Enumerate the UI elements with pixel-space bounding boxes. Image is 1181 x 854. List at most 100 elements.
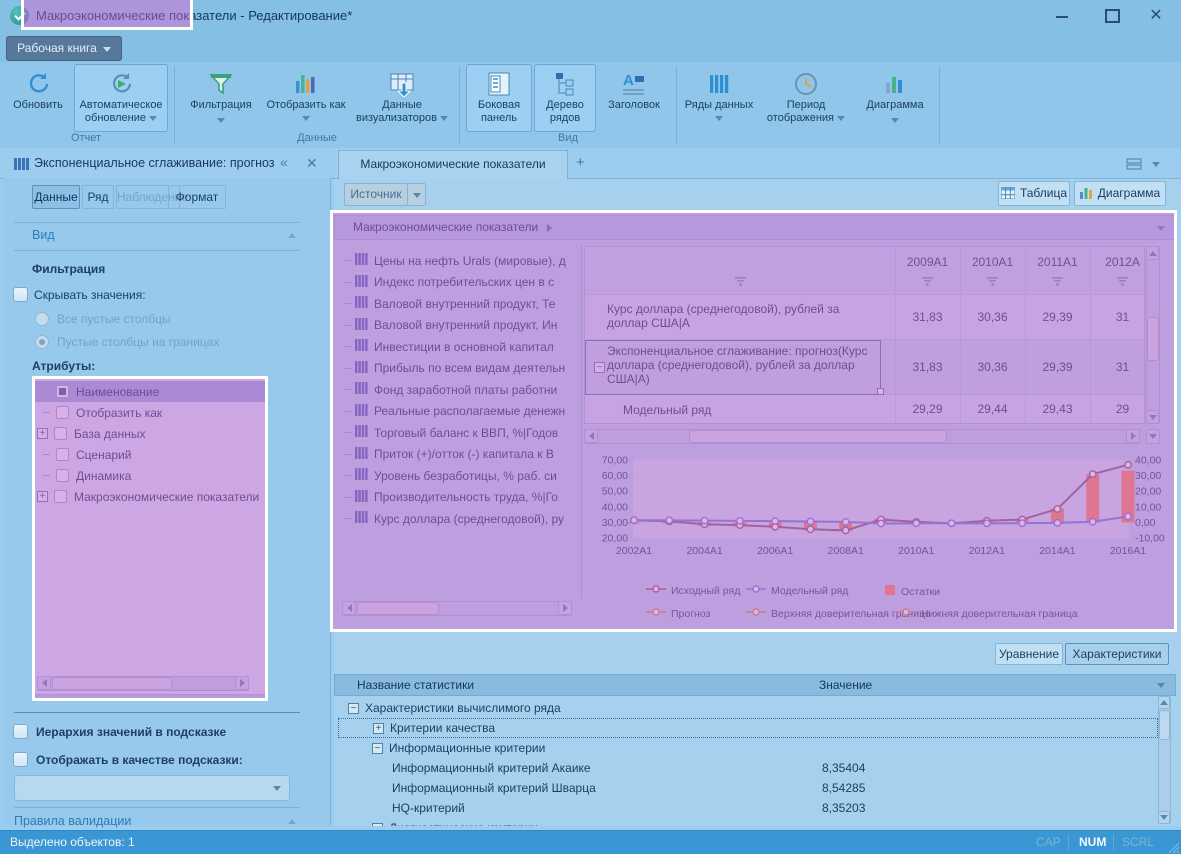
collapse-panel-icon[interactable]: «: [280, 154, 288, 170]
filter-icon[interactable]: [1052, 275, 1063, 289]
series-hscrollbar[interactable]: [342, 601, 572, 616]
ribbon-data-series-button[interactable]: Ряды данных: [683, 64, 755, 132]
stats-row-2[interactable]: − Информационные критерии: [338, 738, 1158, 758]
ribbon-auto-refresh-button[interactable]: Автоматическое обновление: [74, 64, 168, 132]
equation-button[interactable]: Уравнение: [995, 643, 1063, 665]
ribbon-chart-button[interactable]: Диаграмма: [857, 64, 933, 132]
ribbon-display-as-button[interactable]: Отобразить как: [263, 64, 349, 132]
legend-item-1[interactable]: Модельный ряд: [746, 584, 848, 597]
layout-icon[interactable]: [1126, 158, 1142, 171]
stats-row-3[interactable]: Информационный критерий Акаике 8,35404: [338, 758, 1158, 778]
ribbon-filter-button[interactable]: Фильтрация: [181, 64, 261, 132]
stats-row-1[interactable]: + Критерии качества: [338, 718, 1158, 738]
legend-item-2[interactable]: Остатки: [884, 584, 940, 599]
show-as-tooltip-checkbox[interactable]: [13, 752, 28, 767]
series-item-9[interactable]: Приток (+)/отток (-) капитала к В: [336, 444, 580, 465]
series-item-2[interactable]: Валовой внутренний продукт, Те: [336, 293, 580, 314]
series-item-0[interactable]: Цены на нефть Urals (мировые), д: [336, 250, 580, 271]
expand-icon[interactable]: −: [372, 742, 383, 754]
ribbon-visualizer-data-button[interactable]: Данные визуализаторов: [351, 64, 453, 132]
panel-tab-0[interactable]: Данные: [32, 185, 80, 209]
border-empty-columns-radio[interactable]: [35, 335, 49, 349]
table-row-1[interactable]: [585, 340, 1144, 395]
attributes-hscrollbar[interactable]: [37, 676, 249, 691]
hierarchy-tooltip-checkbox[interactable]: [13, 724, 28, 739]
expand-icon[interactable]: −: [372, 822, 383, 826]
stats-col-name[interactable]: Название статистики: [357, 678, 475, 692]
new-tab-button[interactable]: +: [576, 154, 585, 171]
legend-item-0[interactable]: Исходный ряд: [646, 584, 740, 597]
cell-resize-grip[interactable]: [877, 388, 884, 395]
collapse-section-icon[interactable]: [288, 233, 296, 238]
expand-icon[interactable]: +: [373, 722, 384, 734]
source-button[interactable]: Источник: [344, 183, 408, 206]
panel-tab-1[interactable]: Ряд: [82, 185, 114, 209]
ribbon-header-button[interactable]: A Заголовок: [598, 64, 670, 132]
chevron-down-icon[interactable]: [1157, 683, 1165, 688]
collapse-icon[interactable]: −: [594, 362, 605, 373]
minimize-button[interactable]: [1042, 4, 1082, 28]
stats-row-6[interactable]: − Диагностические критерии: [338, 818, 1158, 826]
characteristics-button[interactable]: Характеристики: [1065, 643, 1169, 665]
attribute-item-5[interactable]: + Макроэкономические показатели: [35, 486, 265, 507]
attribute-checkbox[interactable]: [56, 448, 69, 461]
column-header-3[interactable]: 2012A: [1105, 255, 1140, 269]
stats-col-value[interactable]: Значение: [819, 678, 873, 692]
source-dropdown-button[interactable]: [407, 183, 426, 206]
ribbon-side-panel-button[interactable]: Боковая панель: [466, 64, 532, 132]
panel-tab-3[interactable]: Формат: [168, 185, 226, 209]
series-item-5[interactable]: Прибыль по всем видам деятельн: [336, 358, 580, 379]
tooltip-attribute-select[interactable]: [14, 775, 290, 801]
attribute-checkbox[interactable]: [56, 385, 69, 398]
filter-icon[interactable]: [1117, 275, 1128, 289]
column-header-2[interactable]: 2011A1: [1037, 255, 1078, 269]
series-item-6[interactable]: Фонд заработной платы работни: [336, 379, 580, 400]
stats-vscrollbar[interactable]: [1158, 696, 1171, 824]
close-button[interactable]: ✕: [1149, 7, 1163, 24]
chart-view-button[interactable]: Диаграмма: [1074, 181, 1166, 206]
collapse-section-icon[interactable]: [288, 819, 296, 824]
all-empty-columns-radio[interactable]: [35, 312, 49, 326]
view-section-header[interactable]: Вид: [32, 228, 55, 242]
series-item-11[interactable]: Производительность труда, %|Го: [336, 487, 580, 508]
series-item-3[interactable]: Валовой внутренний продукт, Ин: [336, 315, 580, 336]
data-source-header[interactable]: Макроэкономические показатели: [334, 215, 1176, 240]
breadcrumb-expand-icon[interactable]: [547, 224, 552, 232]
attribute-item-1[interactable]: Отобразить как: [35, 402, 265, 423]
ribbon-series-tree-button[interactable]: Дерево рядов: [534, 64, 596, 132]
table-vscrollbar[interactable]: [1146, 246, 1160, 424]
series-item-10[interactable]: Уровень безработицы, % раб. си: [336, 465, 580, 486]
ribbon-refresh-button[interactable]: Обновить: [4, 64, 72, 132]
maximize-button[interactable]: [1092, 4, 1132, 28]
stats-row-0[interactable]: − Характеристики вычислимого ряда: [338, 698, 1158, 718]
workbook-menu-button[interactable]: Рабочая книга: [6, 36, 122, 61]
series-item-1[interactable]: Индекс потребительских цен в с: [336, 272, 580, 293]
column-header-1[interactable]: 2010A1: [971, 255, 1014, 269]
attribute-checkbox[interactable]: [56, 469, 69, 482]
table-row-2[interactable]: [585, 395, 1144, 423]
attribute-item-4[interactable]: Динамика: [35, 465, 265, 486]
table-row-0[interactable]: [585, 295, 1144, 340]
stats-row-4[interactable]: Информационный критерий Шварца 8,54285: [338, 778, 1158, 798]
resize-grip[interactable]: [1167, 841, 1179, 853]
attribute-item-0[interactable]: Наименование: [35, 381, 265, 402]
series-item-8[interactable]: Торговый баланс к ВВП, %|Годов: [336, 422, 580, 443]
legend-item-4[interactable]: Верхняя доверительная граница: [746, 607, 931, 620]
attribute-checkbox[interactable]: [56, 406, 69, 419]
filter-icon[interactable]: [922, 275, 933, 289]
ribbon-period-button[interactable]: Период отображения: [757, 64, 855, 132]
workspace-tab[interactable]: Макроэкономические показатели: [338, 150, 568, 179]
legend-item-5[interactable]: Нижняя доверительная граница: [896, 607, 1078, 620]
attribute-item-2[interactable]: + База данных: [35, 423, 265, 444]
attribute-checkbox[interactable]: [54, 427, 67, 440]
series-item-7[interactable]: Реальные располагаемые денежн: [336, 401, 580, 422]
chevron-down-icon[interactable]: [1157, 226, 1165, 231]
filter-icon[interactable]: [987, 275, 998, 289]
table-scroll-corner[interactable]: [1146, 429, 1160, 444]
filter-icon[interactable]: [735, 275, 746, 289]
hide-values-checkbox[interactable]: [13, 287, 28, 302]
table-hscrollbar[interactable]: [584, 429, 1140, 444]
chevron-down-icon[interactable]: [1152, 162, 1160, 167]
close-panel-icon[interactable]: ✕: [306, 155, 318, 171]
attribute-item-3[interactable]: Сценарий: [35, 444, 265, 465]
